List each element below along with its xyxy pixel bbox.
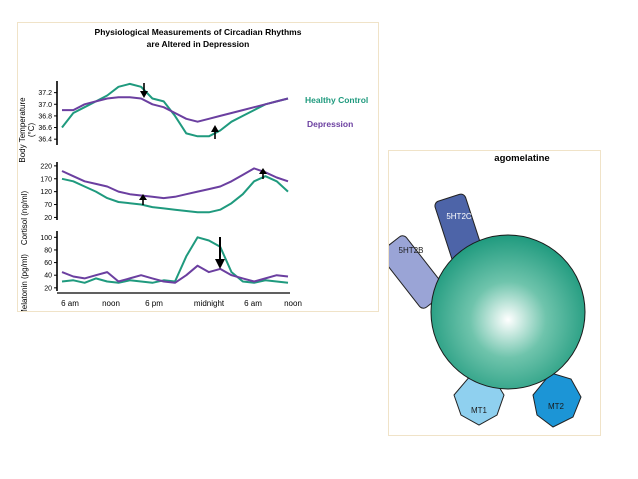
cortisol-trough-up-arrow (139, 194, 147, 205)
circadian-chart-panel: Physiological Measurements of Circadian … (17, 22, 379, 316)
melatonin-peak-down-arrow (215, 237, 225, 269)
temperature-trough-up-arrow (211, 125, 219, 139)
melatonin-y-tick-label: 80 (44, 247, 52, 254)
melatonin-healthy-control-line (61, 236, 289, 284)
cortisol-peak-up-arrow (259, 168, 267, 179)
melatonin-ylabel: Melatonin (pg/ml) (20, 254, 29, 311)
circadian-chart: Physiological Measurements of Circadian … (18, 27, 368, 316)
temperature-y-tick-label: 36.4 (38, 137, 52, 144)
temperature-y-tick-label: 37.0 (38, 102, 52, 109)
temperature-y-tick-label: 36.6 (38, 125, 52, 132)
cortisol-healthy-control-line (61, 175, 289, 214)
cortisol-y-tick-label: 170 (40, 176, 52, 183)
cortisol-y-tick-label: 220 (40, 163, 52, 170)
cortisol-y-tick-label: 70 (44, 202, 52, 209)
cortisol-y-tick-label: 120 (40, 189, 52, 196)
x-tick-label: 6 am (244, 299, 262, 308)
temperature-ylabel-line1: Body Temperature (18, 97, 27, 163)
melatonin-depression-line (61, 264, 289, 284)
melatonin-y-tick-label: 100 (40, 235, 52, 242)
receptor-mt1-label: MT1 (471, 406, 488, 415)
temperature-y-tick-label: 37.2 (38, 90, 52, 97)
receptor-mt2: MT2 (532, 372, 582, 428)
temperature-ylabel-line2: (°C) (27, 123, 36, 138)
temperature-healthy-control-line (61, 82, 289, 138)
x-tick-label: 6 pm (145, 299, 163, 308)
x-tick-label: noon (284, 299, 302, 308)
agomelatine-title: agomelatine (494, 153, 549, 164)
x-tick-label: 6 am (61, 299, 79, 308)
agomelatine-core-sphere (430, 234, 586, 390)
x-tick-label: noon (102, 299, 120, 308)
cortisol-depression-line (61, 167, 289, 200)
temperature-depression-line (62, 96, 289, 123)
melatonin-y-tick-label: 60 (44, 260, 52, 267)
chart-title-line1: Physiological Measurements of Circadian … (95, 27, 302, 37)
legend-depression: Depression (307, 119, 353, 129)
receptor-5ht2c-label: 5HT2C (446, 212, 472, 221)
receptor-5ht2b-label: 5HT2B (399, 246, 424, 255)
agomelatine-diagram-panel: agomelatine 5HT2C 5HT2B MT1 MT2 (379, 150, 601, 436)
melatonin-y-tick-label: 40 (44, 273, 52, 280)
temperature-peak-down-arrow (140, 83, 148, 98)
temperature-y-tick-label: 36.8 (38, 113, 52, 120)
melatonin-y-tick-label: 20 (44, 285, 52, 292)
receptor-mt2-label: MT2 (548, 402, 565, 411)
cortisol-ylabel: Cortisol (ng/ml) (20, 191, 29, 246)
cortisol-y-tick-label: 20 (44, 215, 52, 222)
chart-title-line2: are Altered in Depression (147, 39, 250, 49)
agomelatine-diagram: agomelatine 5HT2C 5HT2B MT1 MT2 (379, 153, 586, 428)
x-tick-label: midnight (194, 299, 225, 308)
legend-healthy-control: Healthy Control (305, 95, 368, 105)
